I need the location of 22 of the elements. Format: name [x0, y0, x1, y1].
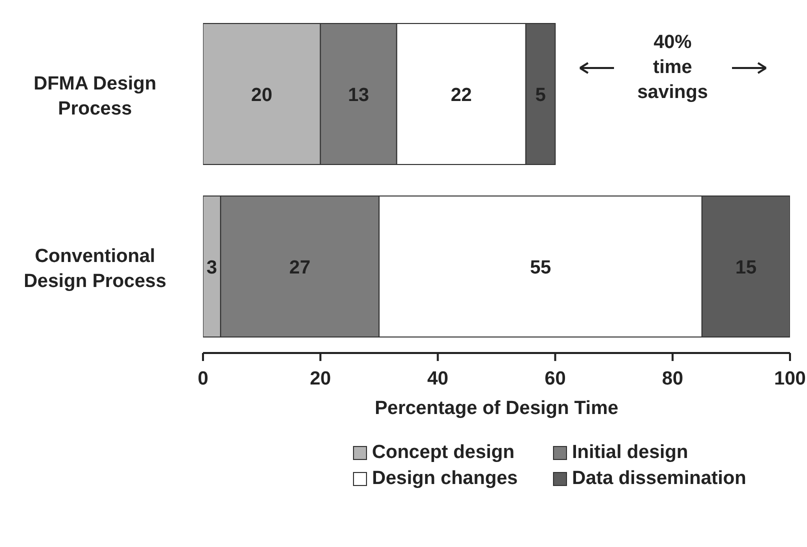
x-tick-label: 80: [662, 368, 684, 390]
x-axis-title: Percentage of Design Time: [374, 398, 618, 419]
x-tick-label: 20: [310, 368, 331, 390]
data-label: 55: [530, 257, 552, 278]
data-label: 20: [251, 84, 272, 106]
x-tick-label: 40: [427, 368, 448, 390]
data-label: 22: [450, 84, 472, 106]
x-tick-label: 100: [774, 368, 806, 390]
legend-label: Design changes: [372, 468, 518, 490]
legend-label: Initial design: [572, 442, 688, 464]
y-tick-label: DFMA Design Process: [34, 73, 156, 120]
legend-label: Data dissemination: [572, 468, 746, 490]
data-label: 27: [289, 257, 310, 278]
y-tick-label: Conventional Design Process: [24, 246, 166, 292]
x-tick-label: 0: [198, 368, 208, 390]
legend-label: Concept design: [372, 442, 515, 464]
data-label: 3: [206, 257, 218, 278]
data-label: 5: [535, 84, 546, 106]
x-tick-label: 60: [544, 368, 566, 390]
data-label: 13: [348, 84, 370, 106]
data-label: 15: [735, 257, 757, 278]
annotation: 40% time savings: [637, 31, 708, 105]
